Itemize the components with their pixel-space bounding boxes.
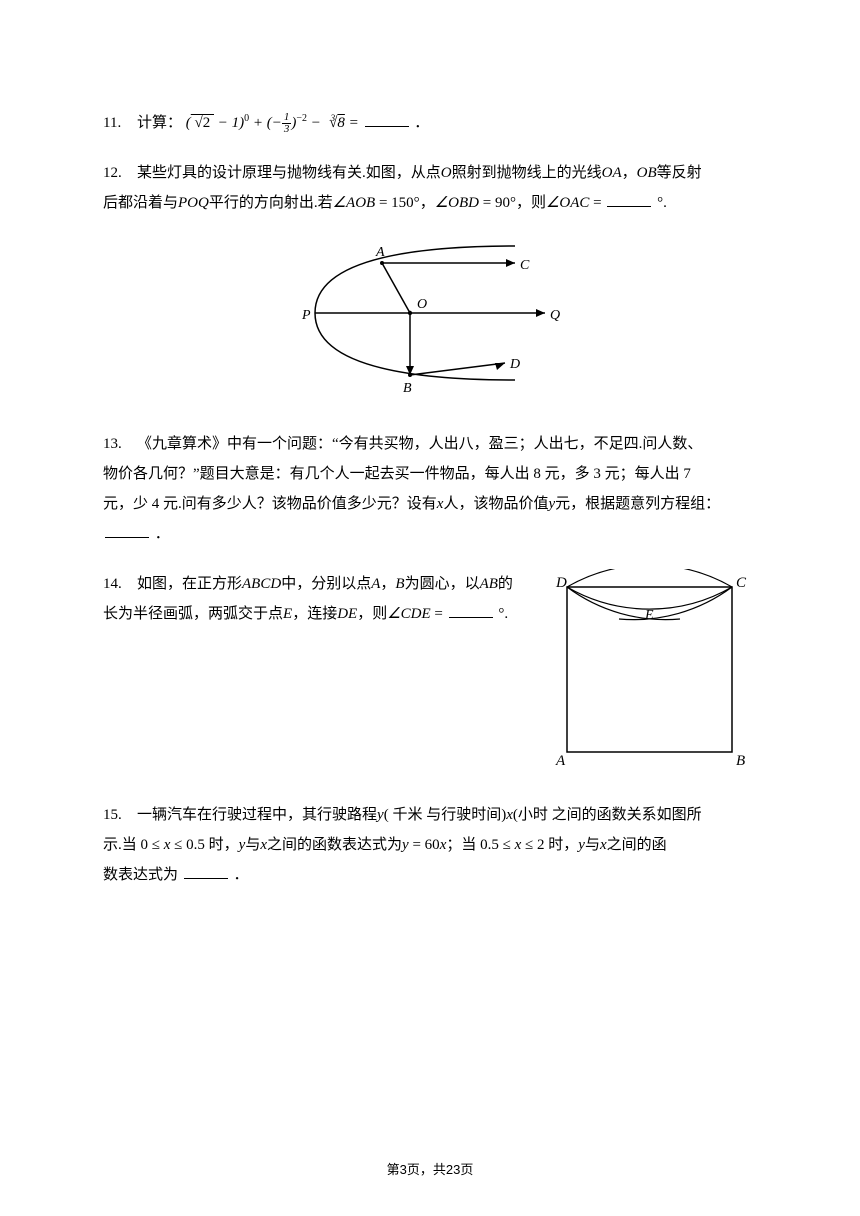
problem-text: 一辆汽车在行驶过程中，其行驶路程y( 千米 与行驶时间)x(小时 之间的函数关系…	[137, 800, 757, 830]
problem-number: 13.	[103, 429, 137, 459]
math-expression: ( √2 − 1)0 + (−13)−2 − 3√8 =	[186, 115, 363, 131]
answer-blank[interactable]	[184, 863, 228, 879]
svg-text:B: B	[736, 753, 745, 769]
svg-text:E: E	[644, 608, 654, 623]
problem-15: 15. 一辆汽车在行驶过程中，其行驶路程y( 千米 与行驶时间)x(小时 之间的…	[103, 800, 757, 890]
page-footer: 第3页，共23页	[0, 1159, 860, 1178]
answer-blank[interactable]	[365, 111, 409, 127]
problem-14: 14. 如图，在正方形ABCD中，分别以点A，B为圆心，以AB的 长为半径画弧，…	[103, 569, 757, 780]
figure-square-arcs: D C A B E	[542, 569, 757, 780]
svg-text:A: A	[375, 245, 385, 260]
svg-text:A: A	[555, 753, 566, 769]
svg-text:B: B	[403, 381, 412, 396]
answer-blank[interactable]	[449, 602, 493, 618]
svg-text:P: P	[301, 308, 311, 323]
svg-text:C: C	[736, 575, 747, 591]
problem-text: 计算： ( √2 − 1)0 + (−13)−2 − 3√8 = ．	[137, 108, 757, 138]
problem-text: 《九章算术》中有一个问题：“今有共买物，人出八，盈三；人出七，不足四.问人数、	[137, 429, 757, 459]
svg-text:Q: Q	[550, 308, 560, 323]
svg-text:D: D	[509, 357, 520, 372]
svg-text:C: C	[520, 258, 530, 273]
figure-parabola: O P Q A C B D	[103, 228, 757, 409]
svg-text:O: O	[417, 297, 427, 312]
answer-blank[interactable]	[607, 191, 651, 207]
problem-11: 11. 计算： ( √2 − 1)0 + (−13)−2 − 3√8 = ．	[103, 108, 757, 138]
answer-blank[interactable]	[105, 522, 149, 538]
problem-number: 11.	[103, 108, 137, 138]
problem-12: 12. 某些灯具的设计原理与抛物线有关.如图，从点O照射到抛物线上的光线OA，O…	[103, 158, 757, 409]
problem-text: 如图，在正方形ABCD中，分别以点A，B为圆心，以AB的	[137, 569, 530, 599]
problem-text: 某些灯具的设计原理与抛物线有关.如图，从点O照射到抛物线上的光线OA，OB等反射	[137, 158, 757, 188]
problem-number: 12.	[103, 158, 137, 188]
problem-number: 15.	[103, 800, 137, 830]
problem-13: 13. 《九章算术》中有一个问题：“今有共买物，人出八，盈三；人出七，不足四.问…	[103, 429, 757, 549]
problem-number: 14.	[103, 569, 137, 599]
svg-text:D: D	[555, 575, 567, 591]
